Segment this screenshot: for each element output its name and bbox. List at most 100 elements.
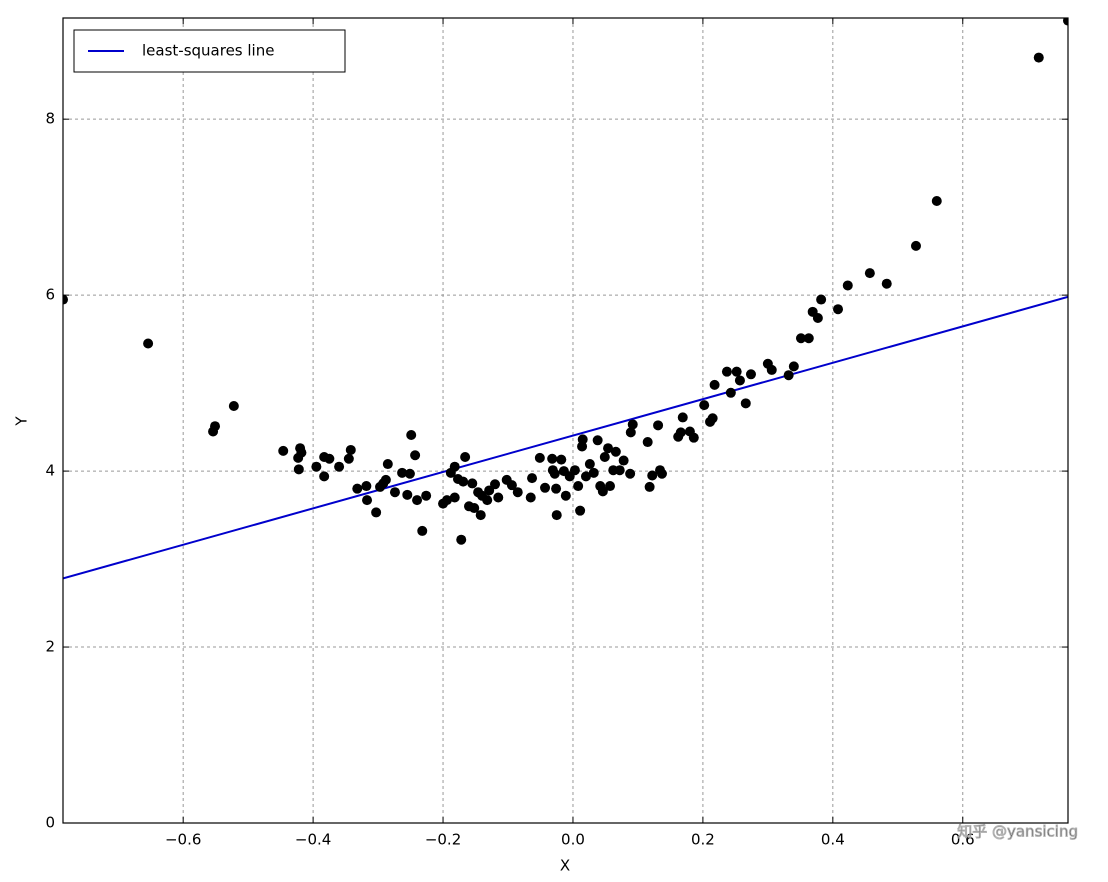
data-point (688, 432, 699, 443)
data-point (610, 446, 621, 457)
data-point (592, 435, 603, 446)
data-point (881, 278, 892, 289)
data-point (575, 505, 586, 516)
data-point (467, 478, 478, 489)
y-tick-label: 2 (45, 638, 55, 656)
x-axis-label: X (560, 857, 570, 875)
legend-box (73, 29, 346, 73)
data-point (460, 452, 471, 463)
data-point (1063, 18, 1068, 26)
y-tick-label: 8 (45, 110, 55, 128)
data-point (560, 490, 571, 501)
data-point (525, 492, 536, 503)
data-point (210, 421, 221, 432)
data-point (412, 495, 423, 506)
data-point (603, 443, 614, 454)
data-point (573, 481, 584, 492)
data-point (725, 387, 736, 398)
data-point (599, 452, 610, 463)
data-point (734, 375, 745, 386)
data-point (549, 468, 560, 479)
data-point (627, 419, 638, 430)
data-point (910, 240, 921, 251)
data-point (311, 461, 322, 472)
data-point (766, 364, 777, 375)
x-tick-label: 0.4 (821, 831, 845, 849)
data-point (556, 454, 567, 465)
data-point (864, 268, 875, 279)
data-point (371, 507, 382, 518)
data-point (709, 379, 720, 390)
x-tick-label: −0.6 (165, 831, 201, 849)
data-point (441, 495, 452, 506)
data-point (577, 434, 588, 445)
data-point (642, 437, 653, 448)
data-point (788, 361, 799, 372)
data-point (389, 487, 400, 498)
data-point (382, 459, 393, 470)
data-point (278, 445, 289, 456)
data-point (547, 453, 558, 464)
regression-line (63, 295, 1068, 580)
data-point (490, 479, 501, 490)
data-point (699, 400, 710, 411)
data-point (410, 450, 421, 461)
data-point (580, 471, 591, 482)
x-tick-label: 0.0 (561, 831, 585, 849)
data-point (334, 461, 345, 472)
data-point (812, 313, 823, 324)
data-point (656, 468, 667, 479)
data-point (675, 427, 686, 438)
data-point (618, 455, 629, 466)
data-point (803, 333, 814, 344)
data-point (458, 476, 469, 487)
data-point (417, 525, 428, 536)
data-point (816, 294, 827, 305)
data-point (783, 370, 794, 381)
data-point (319, 471, 330, 482)
data-point (584, 459, 595, 470)
data-point (625, 468, 636, 479)
data-point (296, 447, 307, 458)
data-point (293, 464, 304, 475)
y-tick-label: 6 (45, 286, 55, 304)
data-point (402, 489, 413, 500)
data-point (228, 400, 239, 411)
data-point (397, 467, 408, 478)
legend-label: least-squares line (142, 42, 274, 60)
plot-frame (62, 17, 1069, 824)
data-point (421, 490, 432, 501)
data-point (406, 430, 417, 441)
data-point (469, 503, 480, 514)
data-point (597, 486, 608, 497)
data-point (931, 195, 942, 206)
data-point (482, 495, 493, 506)
data-point (842, 280, 853, 291)
data-point (449, 461, 460, 472)
data-point (653, 420, 664, 431)
data-point (731, 366, 742, 377)
data-point (456, 534, 467, 545)
data-point (740, 398, 751, 409)
data-point (345, 444, 356, 455)
data-point (475, 510, 486, 521)
data-point (745, 369, 756, 380)
data-point (795, 333, 806, 344)
data-point (551, 483, 562, 494)
data-point (707, 413, 718, 424)
data-point (324, 453, 335, 464)
data-point (614, 465, 625, 476)
data-point (534, 452, 545, 463)
data-point (605, 481, 616, 492)
data-point (721, 366, 732, 377)
data-point (380, 474, 391, 485)
watermark: 知乎 @yansicing (957, 823, 1078, 841)
data-point (625, 427, 636, 438)
data-point (63, 294, 68, 305)
data-point (644, 481, 655, 492)
x-tick-label: 0.6 (951, 831, 975, 849)
data-point (449, 492, 460, 503)
data-point (551, 510, 562, 521)
y-tick-label: 4 (45, 462, 55, 480)
data-point (362, 495, 373, 506)
